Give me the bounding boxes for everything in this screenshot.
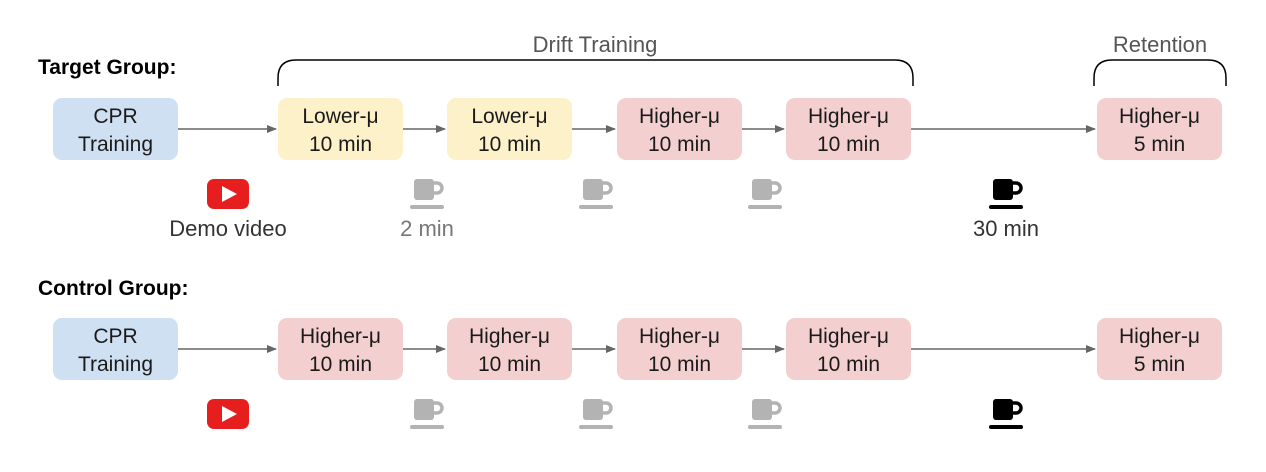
stage-box: CPR Training: [53, 98, 178, 160]
short-break-icon: [748, 399, 782, 429]
break-caption: 30 min: [973, 216, 1039, 241]
stage-box: Lower-μ 10 min: [278, 98, 403, 160]
stage-box-bg: [447, 318, 572, 380]
stage-box-duration: Training: [78, 133, 153, 156]
stage-box-bg: [786, 318, 911, 380]
coffee-break-icon: [989, 179, 1023, 209]
stage-box-bg: [1097, 318, 1222, 380]
short-break-icon: [748, 179, 782, 209]
stage-box: Lower-μ 10 min: [447, 98, 572, 160]
break-caption: Demo video: [169, 216, 286, 241]
stage-box-duration: 10 min: [478, 133, 541, 156]
retention-label: Retention: [1113, 32, 1207, 57]
stage-box: Higher-μ 10 min: [617, 98, 742, 160]
stage-box-duration: 10 min: [648, 353, 711, 376]
stage-box: Higher-μ 10 min: [786, 98, 911, 160]
coffee-break-icon: [989, 399, 1023, 429]
short-break-icon: [579, 179, 613, 209]
stage-box-title: CPR: [93, 105, 137, 128]
break-caption: 2 min: [400, 216, 454, 241]
stage-box-bg: [53, 318, 178, 380]
stage-box: Higher-μ 10 min: [617, 318, 742, 380]
stage-box-duration: 5 min: [1134, 353, 1185, 376]
stage-box: Higher-μ 5 min: [1097, 318, 1222, 380]
stage-box-title: Higher-μ: [1119, 325, 1200, 348]
stage-box-bg: [447, 98, 572, 160]
short-break-icon: [410, 179, 444, 209]
stage-box-duration: 10 min: [309, 353, 372, 376]
stage-box-duration: Training: [78, 353, 153, 376]
control-group-label: Control Group:: [38, 277, 188, 300]
stage-box-title: Lower-μ: [471, 105, 547, 128]
stage-box-title: CPR: [93, 325, 137, 348]
stage-box-bg: [786, 98, 911, 160]
stage-box-duration: 5 min: [1134, 133, 1185, 156]
stage-box-bg: [617, 98, 742, 160]
stage-box: Higher-μ 10 min: [786, 318, 911, 380]
stage-box-bg: [278, 98, 403, 160]
stage-box-title: Higher-μ: [808, 325, 889, 348]
stage-box-duration: 10 min: [309, 133, 372, 156]
stage-box-title: Higher-μ: [1119, 105, 1200, 128]
stage-box: Higher-μ 5 min: [1097, 98, 1222, 160]
stage-box: Higher-μ 10 min: [278, 318, 403, 380]
stage-box: Higher-μ 10 min: [447, 318, 572, 380]
retention-bracket: Retention: [1093, 32, 1227, 86]
youtube-video-icon: [207, 179, 249, 209]
stage-box-title: Lower-μ: [302, 105, 378, 128]
stage-box-bg: [53, 98, 178, 160]
stage-box-title: Higher-μ: [300, 325, 381, 348]
short-break-icon: [579, 399, 613, 429]
stage-box-title: Higher-μ: [808, 105, 889, 128]
stage-box-title: Higher-μ: [469, 325, 550, 348]
stage-box-duration: 10 min: [817, 133, 880, 156]
stage-box-title: Higher-μ: [639, 325, 720, 348]
stage-box: CPR Training: [53, 318, 178, 380]
stage-box-duration: 10 min: [817, 353, 880, 376]
stage-box-duration: 10 min: [648, 133, 711, 156]
stage-box-title: Higher-μ: [639, 105, 720, 128]
drift-training-label: Drift Training: [533, 32, 658, 57]
short-break-icon: [410, 399, 444, 429]
stage-box-bg: [278, 318, 403, 380]
drift-training-bracket: Drift Training: [277, 32, 914, 86]
stage-box-bg: [617, 318, 742, 380]
stage-box-bg: [1097, 98, 1222, 160]
youtube-video-icon: [207, 399, 249, 429]
target-group-label: Target Group:: [38, 56, 176, 79]
stage-box-duration: 10 min: [478, 353, 541, 376]
